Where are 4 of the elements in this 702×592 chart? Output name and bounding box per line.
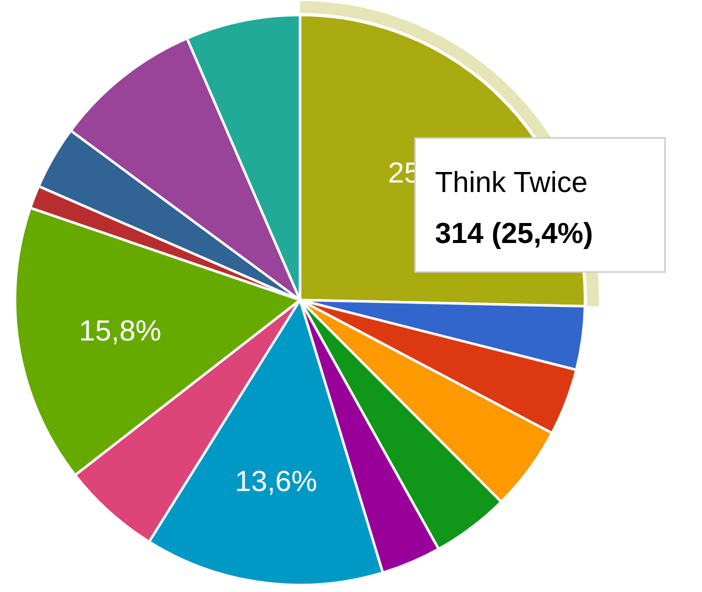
data-label: 13,6% [234, 466, 318, 498]
tooltip: Think Twice 314 (25,4%) [414, 137, 666, 273]
slice-label: Think Twice [435, 167, 588, 199]
data-label: 15,8% [78, 315, 162, 348]
